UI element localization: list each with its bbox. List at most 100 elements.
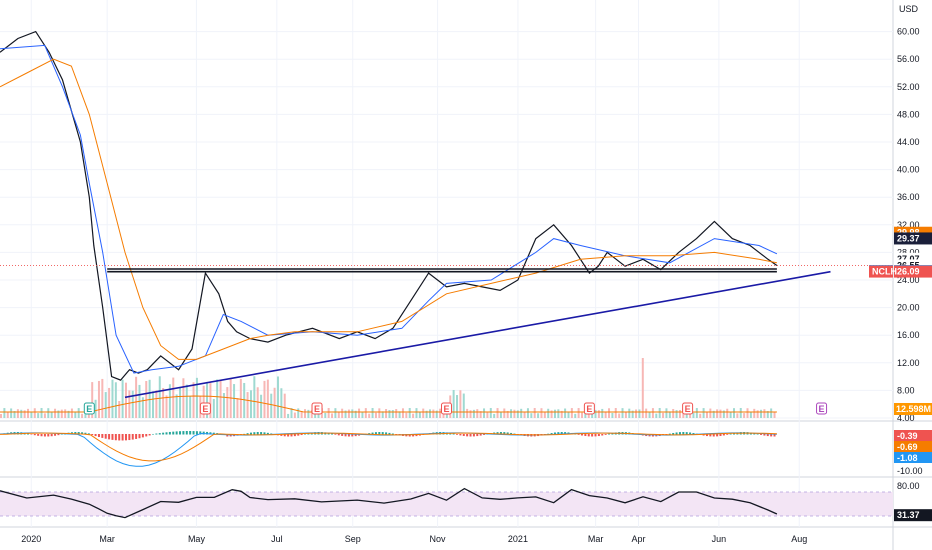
volume-bar — [483, 408, 486, 418]
macd-histogram-bar — [577, 434, 580, 435]
x-tick-label: 2020 — [21, 534, 41, 544]
macd-histogram-bar — [209, 432, 212, 435]
macd-histogram-bar — [347, 434, 350, 437]
macd-histogram-bar — [195, 431, 198, 435]
earnings-marker-2[interactable] — [199, 402, 211, 415]
volume-bar — [94, 399, 97, 418]
volume-bar — [182, 378, 185, 418]
volume-bar — [702, 408, 705, 418]
macd-histogram-bar — [74, 432, 77, 435]
earnings-marker-label: E — [586, 404, 592, 414]
macd-histogram-bar — [378, 432, 381, 435]
macd-histogram-bar — [327, 432, 330, 435]
volume-bar — [580, 412, 583, 418]
macd-histogram-bar — [253, 432, 256, 435]
earnings-marker-7[interactable] — [816, 402, 828, 415]
volume-bar — [638, 409, 641, 418]
macd-histogram-bar — [770, 434, 773, 437]
volume-bar — [459, 390, 462, 418]
macd-histogram-bar — [476, 434, 479, 437]
macd-label-text: -1.08 — [897, 453, 918, 463]
series-line-6 — [124, 270, 831, 399]
volume-bar — [553, 409, 556, 418]
volume-bar — [195, 377, 198, 418]
volume-bar — [537, 413, 540, 418]
macd-histogram-bar — [672, 432, 675, 435]
volume-bar — [381, 411, 384, 418]
macd-histogram-bar — [101, 434, 104, 438]
macd-histogram-bar — [334, 434, 337, 435]
volume-bar — [756, 410, 759, 418]
macd-histogram-bar — [293, 434, 296, 437]
volume-bar — [358, 408, 361, 418]
x-tick-label: Jun — [712, 534, 727, 544]
macd-histogram-bar — [591, 434, 594, 437]
macd-histogram-bar — [182, 431, 185, 435]
volume-bar — [371, 408, 374, 418]
macd-histogram-bar — [43, 434, 46, 437]
macd-histogram-bar — [168, 431, 171, 435]
volume-bar — [597, 410, 600, 418]
volume-moving-average — [0, 395, 777, 413]
macd-histogram-bar — [466, 434, 469, 437]
volume-bar — [192, 382, 195, 418]
earnings-marker-5[interactable] — [583, 402, 595, 415]
earnings-marker-label: E — [819, 404, 825, 414]
macd-histogram-bar — [601, 434, 604, 436]
macd-histogram-bar — [756, 433, 759, 435]
volume-bar — [54, 408, 57, 418]
earnings-marker-4[interactable] — [441, 402, 452, 415]
earnings-marker-3[interactable] — [311, 402, 323, 415]
y-tick-label: 12.00 — [897, 358, 920, 368]
volume-bar — [760, 409, 763, 418]
macd-label-text: -0.69 — [897, 442, 918, 452]
volume-bar — [412, 413, 415, 418]
volume-bar — [47, 408, 50, 418]
volume-bar — [324, 413, 327, 418]
volume-bar — [67, 410, 70, 418]
macd-histogram-bar — [553, 432, 556, 435]
macd-histogram-bar — [27, 433, 30, 435]
volume-bar — [121, 379, 124, 418]
volume-bar — [260, 394, 263, 418]
earnings-marker-1[interactable] — [83, 402, 95, 415]
volume-bar — [557, 409, 560, 418]
macd-histogram-bar — [141, 434, 144, 438]
volume-bar — [114, 382, 117, 418]
volume-label-badge — [894, 403, 932, 415]
macd-histogram-bar — [300, 434, 303, 436]
macd-histogram-bar — [50, 434, 53, 437]
macd-histogram-bar — [77, 432, 80, 435]
volume-bar — [746, 408, 749, 418]
macd-histogram-bar — [584, 434, 587, 437]
macd-histogram-bar — [499, 432, 502, 435]
x-tick-label: Apr — [631, 534, 645, 544]
macd-histogram-bar — [131, 434, 134, 440]
volume-bar — [40, 408, 43, 418]
earnings-marker-6[interactable] — [682, 402, 694, 415]
macd-histogram-bar — [712, 434, 715, 437]
macd-histogram-bar — [246, 433, 249, 435]
macd-histogram-bar — [206, 431, 209, 435]
y-tick-label: 20.00 — [897, 303, 920, 313]
volume-bar — [37, 413, 40, 418]
volume-bar — [27, 408, 30, 418]
volume-bar — [118, 401, 121, 418]
volume-bar — [3, 408, 6, 418]
volume-bar — [510, 409, 513, 418]
volume-bar — [256, 387, 259, 418]
volume-bar — [456, 395, 459, 418]
y-tick-label: 44.00 — [897, 137, 920, 147]
volume-bar — [385, 409, 388, 418]
macd-histogram-bar — [104, 434, 107, 439]
macd-histogram-bar — [37, 434, 40, 436]
volume-bar — [124, 382, 127, 418]
volume-bar — [422, 408, 425, 418]
series-line-3 — [0, 58, 777, 360]
macd-label-badge — [894, 441, 932, 452]
x-tick-label: May — [188, 534, 206, 544]
volume-bar — [685, 411, 688, 418]
volume-bar — [216, 379, 219, 418]
volume-bar — [74, 412, 77, 418]
